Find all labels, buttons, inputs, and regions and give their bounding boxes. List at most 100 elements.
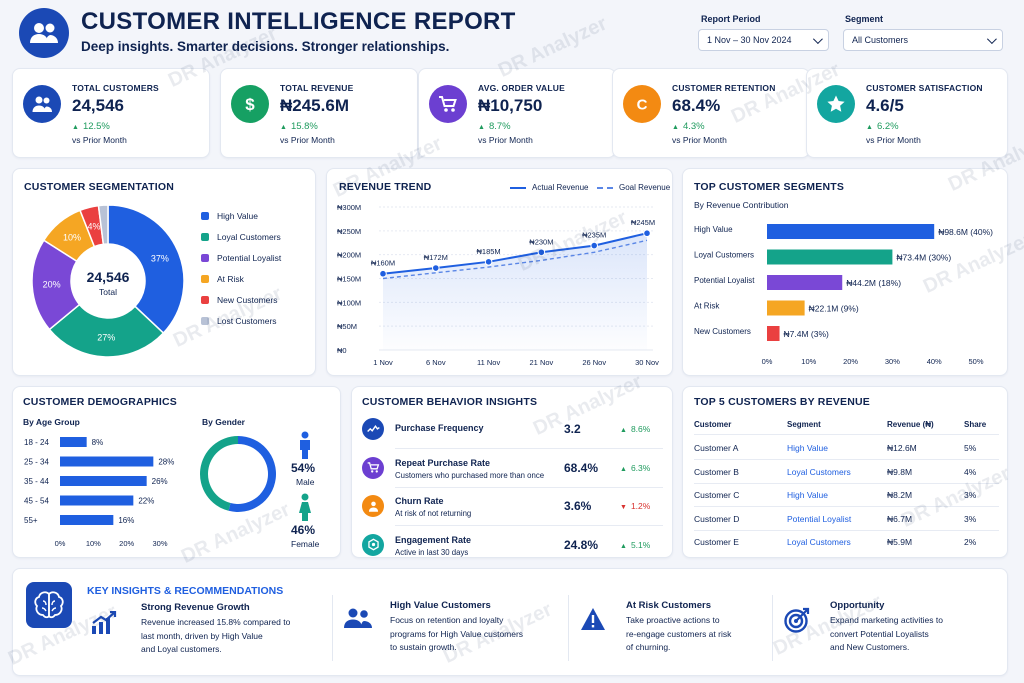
y-tick-label: ₦250M [337, 227, 361, 236]
behavior-title: CUSTOMER BEHAVIOR INSIGHTS [362, 396, 538, 408]
goal-line [382, 239, 648, 280]
data-label: ₦172M [424, 253, 448, 262]
table-header: Segment [787, 420, 821, 429]
kpi-card: AVG. ORDER VALUE ₦10,750 8.7% vs Prior Mont… [418, 68, 616, 158]
insight-line: and Loyal customers. [141, 644, 222, 654]
segment-select[interactable]: All Customers [843, 29, 1003, 51]
x-tick-label: 26 Nov [582, 358, 606, 367]
cart-icon [429, 85, 467, 123]
insight-text: Expand marketing activities to convert Po… [830, 614, 943, 655]
insight-title: At Risk Customers [626, 600, 711, 611]
behavior-metric-value: 68.4% [564, 460, 599, 475]
y-tick-label: ₦300M [337, 203, 361, 212]
data-label: ₦235M [582, 231, 606, 240]
x-tick-label: 30 Nov [635, 358, 659, 367]
bar [60, 437, 87, 447]
kpi-comparison: vs Prior Month [672, 135, 727, 145]
legend-swatch [201, 233, 209, 241]
behavior-metric-desc: At risk of not returning [395, 509, 472, 518]
table-cell: Loyal Customers [787, 537, 851, 547]
kpi-change: 6.2% [866, 121, 899, 132]
age-category: 55+ [24, 516, 38, 525]
kpi-card: C CUSTOMER RETENTION 68.4% 4.3% vs Prior Mon… [612, 68, 810, 158]
growth-icon [91, 610, 117, 640]
revenue-trend-title: REVENUE TREND [339, 181, 432, 193]
behavior-card: CUSTOMER BEHAVIOR INSIGHTS Purchase Freq… [351, 386, 673, 558]
table-row[interactable]: Customer B Loyal Customers ₦9.8M 4% [683, 467, 1007, 481]
insight-line: Revenue increased 15.8% compared to [141, 617, 291, 627]
x-tick-label: 1 Nov [373, 358, 393, 367]
bar [767, 224, 935, 239]
demographics-title: CUSTOMER DEMOGRAPHICS [23, 396, 177, 408]
x-tick-label: 20% [843, 357, 858, 366]
kpi-card: CUSTOMER SATISFACTION 4.6/5 6.2% vs Prior M… [806, 68, 1008, 158]
kpi-change: 12.5% [72, 121, 110, 132]
segment-label: Segment [845, 14, 884, 24]
star-icon [817, 85, 855, 123]
bar-category: Potential Loyalist [694, 276, 755, 285]
page-subtitle: Deep insights. Smarter decisions. Strong… [81, 39, 450, 54]
table-cell: 3% [964, 513, 977, 524]
male-pct: 54% [291, 461, 316, 475]
table-row[interactable]: Customer C High Value ₦8.2M 3% [683, 490, 1007, 504]
insight-divider [772, 595, 773, 661]
data-label: ₦185M [477, 247, 501, 256]
kpi-change: 15.8% [280, 121, 318, 132]
report-period-select[interactable]: 1 Nov – 30 Nov 2024 [698, 29, 829, 51]
bar-value-label: ₦98.6M (40%) [938, 227, 993, 237]
behavior-metric-change: 6.3% [620, 463, 650, 473]
bar-category: High Value [694, 225, 733, 234]
kpi-value: ₦245.6M [280, 96, 349, 115]
row-divider [395, 525, 663, 526]
age-category: 18 - 24 [24, 438, 49, 447]
x-tick-label: 50% [968, 357, 983, 366]
x-tick-label: 0% [55, 539, 66, 548]
legend-label: High Value [217, 211, 258, 221]
data-point [643, 229, 651, 238]
table-cell: High Value [787, 443, 828, 453]
svg-text:C: C [637, 97, 648, 114]
pie-slice [228, 436, 276, 512]
pie-slice [200, 436, 238, 511]
age-group-title: By Age Group [23, 417, 80, 427]
demographics-card: CUSTOMER DEMOGRAPHICS By Age Group By Ge… [12, 386, 341, 558]
legend-item: New Customers [201, 295, 277, 305]
table-cell: ₦6.7M [887, 513, 913, 524]
legend-swatch [201, 317, 209, 325]
age-category: 25 - 34 [24, 458, 49, 467]
kpi-label: TOTAL CUSTOMERS [72, 83, 159, 93]
kpi-card: $ TOTAL REVENUE ₦245.6M 15.8% vs Prior Month [220, 68, 418, 158]
insight-title: Strong Revenue Growth [141, 602, 250, 613]
insight-line: of churning. [626, 642, 671, 652]
behavior-metric-value: 3.6% [564, 499, 592, 513]
bar-value-label: 22% [138, 497, 154, 506]
table-cell: Customer B [694, 466, 739, 477]
segmentation-total-value: 24,546 [86, 269, 130, 285]
legend-swatch [201, 254, 209, 262]
data-point [590, 241, 599, 250]
table-cell: High Value [787, 490, 828, 500]
insight-divider [568, 595, 569, 661]
x-tick-label: 40% [927, 357, 942, 366]
segment-value: All Customers [852, 35, 909, 45]
retention-icon: C [623, 85, 661, 123]
table-row[interactable]: Customer D Potential Loyalist ₦6.7M 3% [683, 514, 1007, 528]
legend-actual-swatch [510, 186, 526, 189]
x-tick-label: 0% [762, 357, 773, 366]
legend-goal: Goal Revenue [597, 183, 670, 192]
insight-line: and New Customers. [830, 642, 910, 652]
table-row[interactable]: Customer A High Value ₦12.6M 5% [683, 443, 1007, 457]
insights-card: KEY INSIGHTS & RECOMMENDATIONS Strong Re… [12, 568, 1008, 676]
pulse-icon [362, 418, 384, 440]
segmentation-card: CUSTOMER SEGMENTATION 37% 27% 20% 10% 4% 24,… [12, 168, 316, 376]
table-cell: ₦9.8M [887, 466, 913, 477]
bar [60, 515, 114, 525]
legend-swatch [201, 212, 209, 220]
top-customers-card: TOP 5 CUSTOMERS BY REVENUE Customer Segme… [682, 386, 1008, 558]
table-row[interactable]: Customer E Loyal Customers ₦5.9M 2% [683, 537, 1007, 551]
top-segments-chart: High Value ₦98.6M (40%) Loyal Customers ₦73… [694, 224, 993, 366]
legend-item: At Risk [201, 274, 244, 284]
kpi-comparison: vs Prior Month [478, 135, 533, 145]
legend-label: Potential Loyalist [217, 253, 282, 263]
bar-category: Loyal Customers [694, 251, 754, 260]
